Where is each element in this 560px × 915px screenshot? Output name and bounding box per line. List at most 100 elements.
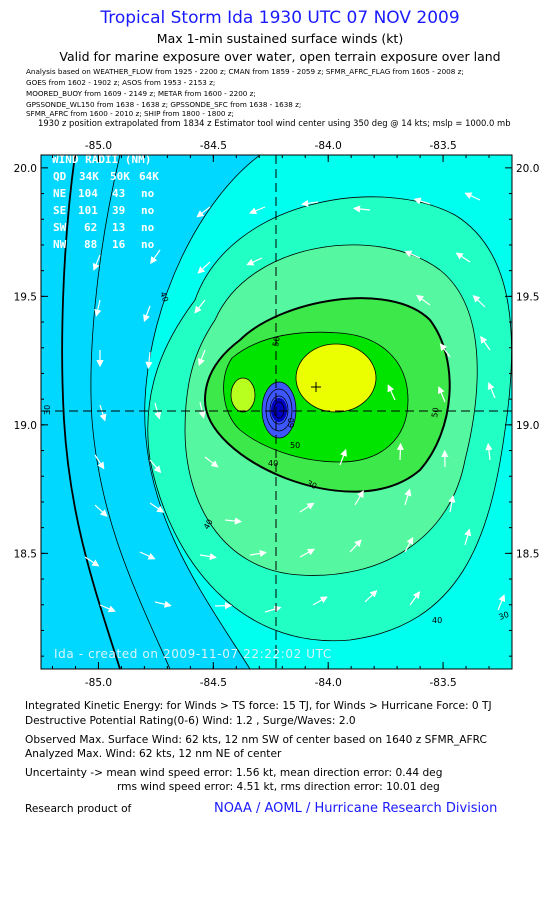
x-tick-label-top: -84.5	[200, 140, 227, 152]
wind-arrow-icon	[99, 404, 107, 422]
wind-radii-cell: no	[141, 238, 155, 251]
contour-label: 40	[432, 616, 442, 625]
wind-radii-cell: no	[141, 221, 155, 234]
contour-label: 30	[43, 405, 52, 415]
y-tick-label-left: 20.0	[14, 163, 37, 175]
wind-arrow-icon	[149, 502, 165, 513]
fill-eye-inner	[271, 398, 287, 422]
eye-ring	[261, 381, 297, 439]
source-line: SFMR_AFRC from 1600 - 2010 z; SHIP from …	[26, 109, 234, 118]
wind-arrow-icon	[448, 495, 456, 513]
wind-arrow-icon	[94, 454, 105, 470]
contour-line-50	[203, 297, 451, 493]
center-crosshair	[41, 155, 512, 669]
wind-arrow-icon	[299, 502, 315, 513]
wind-arrow-icon	[145, 351, 153, 370]
wind-radii-title: WIND RADII (NM)	[52, 153, 151, 166]
contour-line-60-west	[230, 377, 256, 413]
source-line: Analysis based on WEATHER_FLOW from 1925…	[26, 67, 464, 76]
y-tick-label-left: 19.0	[14, 420, 37, 432]
wind-radii-cell: no	[141, 204, 155, 217]
wind-radii-cell: NE	[53, 187, 66, 200]
wind-arrow-icon	[416, 294, 431, 306]
wind-arrow-icon	[150, 249, 161, 265]
wind-arrow-icon	[472, 294, 486, 308]
wind-field-chart: 30 40 50 60 50 40 30 40 50 40 30 WIND RA…	[14, 140, 540, 689]
fill-band-60-west	[231, 378, 255, 412]
x-tick-label-top: -85.0	[85, 140, 112, 152]
wind-arrow-icon	[387, 384, 396, 401]
x-tick-label-bottom: -84.5	[200, 677, 227, 689]
contour-line-55	[223, 331, 409, 463]
eye-ring	[273, 401, 285, 419]
uncertainty-rms-text: rms wind speed error: 4.51 kt, rms direc…	[117, 781, 440, 793]
wind-arrow-icon	[139, 551, 156, 560]
axis-layer: -85.0 -85.0 -84.5 -84.5 -84.0 -84.0 -83.5 -83.5…	[14, 140, 540, 689]
y-tick-label-left: 19.5	[14, 291, 37, 303]
wind-arrow-icon	[301, 199, 319, 207]
wind-radii-cell: no	[141, 187, 155, 200]
contour-label: 30	[498, 610, 511, 622]
wind-radii-cell: SE	[53, 204, 66, 217]
wind-arrow-icon	[312, 596, 328, 606]
wind-arrow-icon	[194, 299, 206, 314]
y-tick-label-right: 18.5	[516, 548, 539, 560]
wind-radii-cell: 39	[112, 204, 125, 217]
wind-arrow-icon	[464, 192, 481, 201]
wind-radii-header: 64K	[139, 170, 159, 183]
eye-ring	[269, 395, 289, 425]
wind-arrow-icon	[264, 605, 282, 613]
wind-arrow-icon	[249, 549, 267, 557]
y-tick-label-right: 19.5	[516, 291, 539, 303]
wind-arrow-icon	[299, 548, 316, 558]
uncertainty-mean-text: Uncertainty -> mean wind speed error: 1.…	[25, 767, 443, 779]
wind-arrow-icon	[84, 556, 100, 567]
wind-arrow-icon	[143, 305, 151, 323]
wind-radii-cell: 62	[84, 221, 97, 234]
observed-wind-text: Observed Max. Surface Wind: 62 kts, 12 n…	[25, 734, 487, 746]
eye-ring	[265, 388, 293, 432]
source-line: GOES from 1602 - 1902 z; ASOS from 1953 …	[26, 78, 216, 87]
wind-arrow-icon	[92, 254, 101, 271]
chart-title: Tropical Storm Ida 1930 UTC 07 NOV 2009	[100, 8, 460, 28]
wind-radii-cell: SW	[53, 221, 67, 234]
chart-subtitle: Max 1-min sustained surface winds (kt)	[156, 31, 404, 46]
y-tick-label-left: 18.5	[14, 548, 37, 560]
wind-radii-cell: 104	[78, 187, 98, 200]
source-line: MOORED_BUOY from 1609 - 2149 z; METAR fr…	[26, 89, 256, 98]
wind-radii-cell: 101	[78, 204, 98, 217]
contour-line-40-west	[90, 155, 171, 669]
x-tick-label-top: -84.0	[315, 140, 342, 152]
contour-label: 50	[430, 407, 441, 419]
wind-arrow-icon	[437, 386, 446, 403]
contour-fill-layer	[41, 155, 512, 669]
y-tick-label-right: 20.0	[516, 163, 539, 175]
wind-arrow-icon	[199, 552, 217, 561]
wind-arrow-icon	[404, 488, 412, 506]
wind-vector-layer	[84, 192, 506, 613]
contour-label: 40	[202, 518, 215, 531]
wind-arrow-icon	[214, 602, 233, 610]
wind-radii-cell: 16	[112, 238, 126, 251]
wind-arrow-icon	[464, 528, 472, 546]
wind-arrow-icon	[480, 335, 491, 351]
wind-arrow-icon	[224, 517, 243, 525]
wind-arrow-icon	[339, 448, 347, 466]
max-wind-marker	[311, 382, 321, 392]
wind-arrow-icon	[246, 257, 263, 266]
wind-arrow-icon	[196, 206, 211, 218]
wind-arrow-icon	[197, 261, 211, 274]
y-tick-label-right: 19.0	[516, 420, 539, 432]
wind-radii-header: 34K	[79, 170, 99, 183]
created-watermark: Ida - created on 2009-11-07 22:22:02 UTC	[54, 647, 332, 661]
plot-frame	[40, 154, 513, 670]
wind-arrow-icon	[249, 206, 266, 215]
wind-arrow-icon	[409, 591, 421, 606]
research-label: Research product of	[25, 803, 132, 815]
wind-arrow-icon	[354, 490, 364, 506]
x-tick-label-bottom: -84.0	[315, 677, 342, 689]
wind-arrow-icon	[94, 299, 102, 317]
wind-arrow-icon	[404, 536, 414, 553]
contour-label: 40	[158, 291, 170, 304]
wind-arrow-icon	[99, 604, 116, 613]
